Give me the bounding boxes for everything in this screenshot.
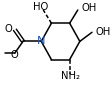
Text: O: O: [5, 24, 12, 34]
Text: OH: OH: [82, 3, 97, 13]
Text: O: O: [11, 50, 18, 60]
Text: N: N: [37, 36, 45, 46]
Text: NH₂: NH₂: [61, 71, 80, 81]
Text: HO: HO: [33, 2, 48, 12]
Text: OH: OH: [95, 27, 110, 37]
